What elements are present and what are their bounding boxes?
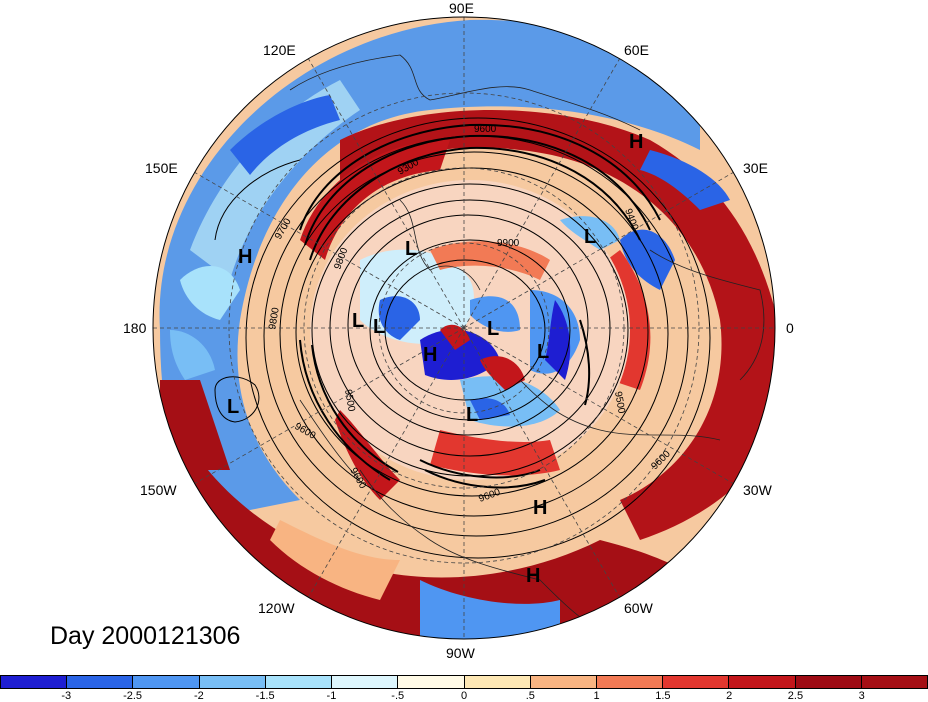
colorbar-swatch bbox=[795, 675, 862, 689]
longitude-label: 120E bbox=[263, 42, 296, 58]
pressure-label: H bbox=[533, 497, 547, 519]
colorbar-swatch bbox=[663, 675, 730, 689]
contour-label: 9900 bbox=[497, 238, 520, 249]
contour-label: 9500 bbox=[342, 389, 357, 413]
pressure-label: L bbox=[227, 396, 239, 418]
pressure-label: H bbox=[238, 246, 252, 268]
colorbar-tick-label: 0 bbox=[460, 690, 468, 702]
colorbar bbox=[0, 675, 928, 689]
coastlines bbox=[289, 54, 765, 631]
longitude-label: 0 bbox=[786, 320, 794, 336]
date-title: Day 2000121306 bbox=[50, 622, 241, 650]
graticule bbox=[153, 17, 775, 639]
colorbar-swatch bbox=[67, 675, 134, 689]
longitude-label: 150W bbox=[140, 482, 177, 498]
colorbar-swatch bbox=[464, 675, 531, 689]
colorbar-tick-label: 1.5 bbox=[655, 690, 671, 702]
colorbar-swatch bbox=[199, 675, 266, 689]
longitude-label: 60E bbox=[624, 42, 649, 58]
colorbar-tick-label: -2 bbox=[193, 690, 204, 702]
longitude-label: 90W bbox=[446, 645, 475, 661]
longitude-label: 30E bbox=[743, 160, 768, 176]
colorbar-tick-label: .5 bbox=[525, 690, 535, 702]
pressure-label: L bbox=[537, 341, 549, 363]
pressure-label: L bbox=[373, 316, 385, 338]
anomaly-field bbox=[153, 17, 775, 639]
colorbar-tick-label: 1 bbox=[593, 690, 600, 702]
longitude-label: 150E bbox=[145, 160, 178, 176]
contour-label: 9600 bbox=[474, 124, 497, 135]
colorbar-swatch bbox=[530, 675, 597, 689]
pressure-system-labels: H H L L L H L L L L H H L bbox=[227, 131, 643, 587]
colorbar-tick-label: 2 bbox=[726, 690, 733, 702]
colorbar-tick-label: -1 bbox=[326, 690, 337, 702]
longitude-label: 90E bbox=[449, 0, 474, 16]
colorbar-swatch bbox=[861, 675, 928, 689]
colorbar-swatch bbox=[0, 675, 68, 689]
colorbar-tick-label: -1.5 bbox=[255, 690, 275, 702]
colorbar-tick-label: -.5 bbox=[391, 690, 405, 702]
pressure-label: H bbox=[423, 344, 437, 366]
pressure-label: L bbox=[352, 310, 364, 332]
height-contours bbox=[214, 117, 711, 559]
colorbar-swatch bbox=[133, 675, 200, 689]
colorbar-swatch bbox=[398, 675, 465, 689]
longitude-label: 30W bbox=[743, 482, 772, 498]
colorbar-swatch bbox=[265, 675, 333, 689]
pressure-label: L bbox=[466, 404, 478, 426]
pressure-label: L bbox=[405, 238, 417, 260]
colorbar-swatch bbox=[729, 675, 796, 689]
contour-label: 9500 bbox=[612, 391, 627, 415]
colorbar-tick-label: 2.5 bbox=[787, 690, 804, 702]
pressure-label: H bbox=[629, 131, 643, 153]
colorbar-tick-label: -2.5 bbox=[123, 690, 143, 702]
pressure-label: H bbox=[526, 565, 540, 587]
longitude-label: 120W bbox=[258, 600, 295, 616]
longitude-label: 180 bbox=[123, 320, 147, 336]
colorbar-swatch bbox=[596, 675, 664, 689]
colorbar-tick-label: -3 bbox=[61, 690, 72, 702]
colorbar-tick-label: 3 bbox=[858, 690, 865, 702]
pressure-label: L bbox=[584, 226, 596, 248]
colorbar-swatch bbox=[332, 675, 399, 689]
longitude-label: 60W bbox=[624, 600, 653, 616]
contour-label: 9800 bbox=[267, 306, 282, 330]
pressure-label: L bbox=[487, 318, 499, 340]
